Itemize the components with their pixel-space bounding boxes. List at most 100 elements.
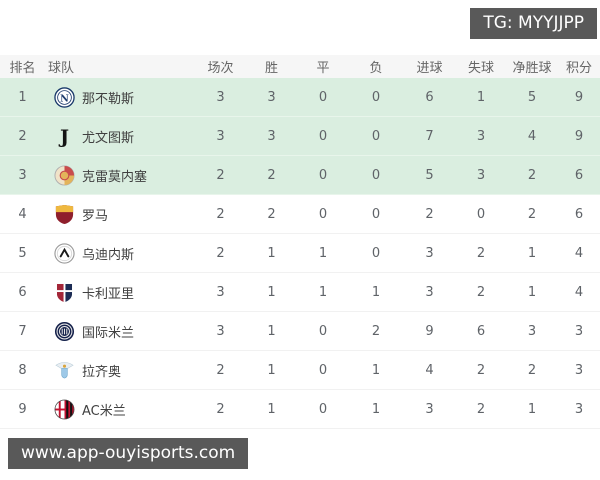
table-row[interactable]: 6 卡利亚里 3 1 1 1 3 2 1 4 (0, 272, 600, 312)
table-row[interactable]: 8 拉齐奥 2 1 0 1 4 2 2 3 (0, 350, 600, 390)
roma-logo (54, 204, 75, 225)
draw-cell: 0 (297, 116, 349, 156)
team-cell: 罗马 (45, 194, 195, 234)
rank-cell: 2 (0, 116, 45, 156)
goals-against-cell: 0 (456, 194, 506, 234)
inter-logo (54, 321, 75, 342)
goals-for-cell: 3 (403, 389, 456, 429)
table-row[interactable]: 1 N 那不勒斯 3 3 0 0 6 1 5 9 (0, 78, 600, 117)
juventus-logo: J (54, 126, 75, 147)
team-cell: AC米兰 (45, 389, 195, 429)
team-name: 乌迪内斯 (82, 247, 135, 263)
goals-against-cell: 2 (456, 233, 506, 273)
goals-for-cell: 2 (403, 194, 456, 234)
win-cell: 1 (246, 350, 297, 390)
col-header-goals-for: 进球 (403, 55, 456, 78)
rank-cell: 7 (0, 311, 45, 351)
udinese-logo (54, 242, 75, 264)
table-header-row: 排名 球队 场次 胜 平 负 进球 失球 净胜球 积分 (0, 55, 600, 78)
goal-diff-cell: 5 (506, 78, 558, 117)
goals-against-cell: 2 (456, 272, 506, 312)
loss-cell: 0 (349, 233, 403, 273)
table-row[interactable]: 2 J 尤文图斯 3 3 0 0 7 3 4 9 (0, 116, 600, 156)
draw-cell: 0 (297, 194, 349, 234)
points-cell: 3 (558, 350, 600, 390)
col-header-goal-diff: 净胜球 (506, 55, 558, 78)
goals-for-cell: 9 (403, 311, 456, 351)
goals-against-cell: 2 (456, 389, 506, 429)
goals-for-cell: 4 (403, 350, 456, 390)
team-cell: 卡利亚里 (45, 272, 195, 312)
played-cell: 2 (195, 389, 246, 429)
cremonese-logo (54, 164, 75, 186)
rank-cell: 9 (0, 389, 45, 429)
goals-against-cell: 2 (456, 350, 506, 390)
points-cell: 3 (558, 311, 600, 351)
draw-cell: 1 (297, 272, 349, 312)
col-header-draw: 平 (297, 55, 349, 78)
col-header-loss: 负 (349, 55, 403, 78)
played-cell: 2 (195, 233, 246, 273)
played-cell: 2 (195, 155, 246, 195)
win-cell: 1 (246, 389, 297, 429)
points-cell: 4 (558, 272, 600, 312)
goals-against-cell: 1 (456, 78, 506, 117)
milan-logo (54, 399, 75, 420)
win-cell: 2 (246, 194, 297, 234)
loss-cell: 0 (349, 155, 403, 195)
goal-diff-cell: 2 (506, 194, 558, 234)
draw-cell: 0 (297, 155, 349, 195)
team-cell: N 那不勒斯 (45, 78, 195, 117)
table-row[interactable]: 9 AC米兰 2 1 0 1 3 2 1 3 (0, 389, 600, 429)
table-body: 1 N 那不勒斯 3 3 0 0 6 1 5 9 2 J 尤文图斯 3 3 0 … (0, 78, 600, 429)
table-row[interactable]: 7 国际米兰 3 1 0 2 9 6 3 3 (0, 311, 600, 351)
goal-diff-cell: 1 (506, 233, 558, 273)
table-row[interactable]: 4 罗马 2 2 0 0 2 0 2 6 (0, 194, 600, 234)
team-cell: 国际米兰 (45, 311, 195, 351)
win-cell: 1 (246, 311, 297, 351)
rank-cell: 3 (0, 155, 45, 195)
goals-against-cell: 3 (456, 155, 506, 195)
team-name: 拉齐奥 (82, 364, 122, 380)
draw-cell: 0 (297, 311, 349, 351)
win-cell: 3 (246, 78, 297, 117)
goals-for-cell: 3 (403, 233, 456, 273)
played-cell: 2 (195, 194, 246, 234)
col-header-rank: 排名 (0, 55, 45, 78)
points-cell: 3 (558, 389, 600, 429)
draw-cell: 0 (297, 78, 349, 117)
goals-against-cell: 6 (456, 311, 506, 351)
table-row[interactable]: 3 克雷莫内塞 2 2 0 0 5 3 2 6 (0, 155, 600, 195)
points-cell: 6 (558, 194, 600, 234)
lazio-logo (54, 360, 75, 381)
points-cell: 9 (558, 116, 600, 156)
team-name: 克雷莫内塞 (82, 169, 148, 185)
goal-diff-cell: 3 (506, 311, 558, 351)
table-row[interactable]: 5 乌迪内斯 2 1 1 0 3 2 1 4 (0, 233, 600, 273)
goal-diff-cell: 2 (506, 155, 558, 195)
rank-cell: 4 (0, 194, 45, 234)
team-cell: J 尤文图斯 (45, 116, 195, 156)
goals-for-cell: 6 (403, 78, 456, 117)
goals-against-cell: 3 (456, 116, 506, 156)
team-cell: 乌迪内斯 (45, 233, 195, 273)
played-cell: 3 (195, 272, 246, 312)
goal-diff-cell: 1 (506, 389, 558, 429)
col-header-goals-against: 失球 (456, 55, 506, 78)
rank-cell: 1 (0, 78, 45, 117)
loss-cell: 1 (349, 350, 403, 390)
loss-cell: 1 (349, 272, 403, 312)
cagliari-logo (54, 282, 75, 303)
standings-table: 排名 球队 场次 胜 平 负 进球 失球 净胜球 积分 1 N 那不勒斯 3 3… (0, 55, 600, 429)
col-header-team: 球队 (45, 55, 195, 78)
team-name: 卡利亚里 (82, 286, 135, 302)
win-cell: 3 (246, 116, 297, 156)
points-cell: 9 (558, 78, 600, 117)
team-name: 罗马 (82, 208, 109, 224)
goals-for-cell: 7 (403, 116, 456, 156)
col-header-points: 积分 (558, 55, 600, 78)
played-cell: 3 (195, 78, 246, 117)
loss-cell: 0 (349, 194, 403, 234)
rank-cell: 8 (0, 350, 45, 390)
